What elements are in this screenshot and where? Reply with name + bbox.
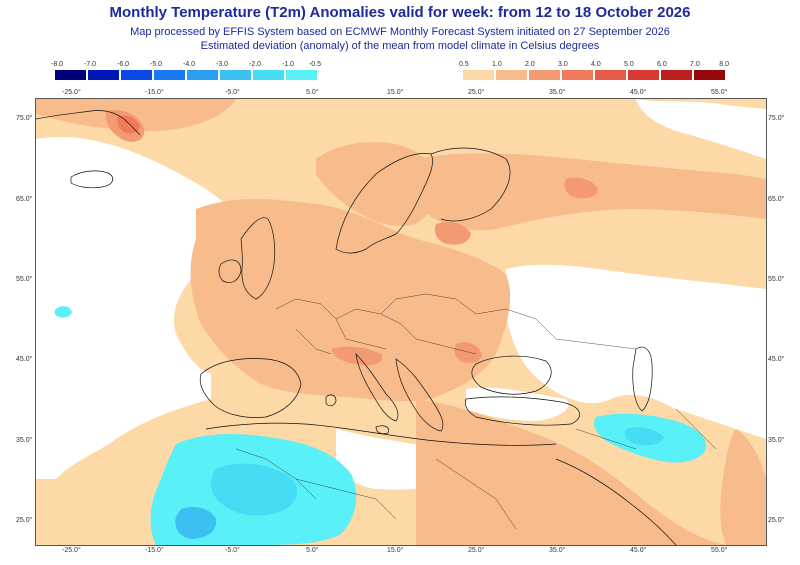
- legend-swatch: 6.0: [657, 61, 693, 81]
- longitude-label-top: -5.0°: [225, 89, 240, 96]
- legend-swatch: 7.0 8.0: [690, 61, 729, 81]
- longitude-label-bottom: 5.0°: [306, 547, 319, 554]
- legend-label: -4.0: [183, 61, 196, 68]
- legend-swatch: 1.0: [492, 61, 528, 81]
- legend-label: -5.0: [150, 61, 163, 68]
- latitude-label-right: 35.0°: [768, 437, 785, 444]
- legend-label: 1.0: [492, 61, 502, 68]
- anomaly-map: [35, 98, 767, 546]
- legend-swatch: -8.0: [51, 61, 87, 81]
- longitude-label-top: 55.0°: [711, 89, 728, 96]
- longitude-label-bottom: -25.0°: [62, 547, 81, 554]
- legend-label: -6.0: [117, 61, 130, 68]
- map-subtitle-source: Map processed by EFFIS System based on E…: [130, 26, 670, 38]
- latitude-label-left: 55.0°: [16, 276, 33, 283]
- latitude-label-right: 75.0°: [768, 115, 785, 122]
- cold-anomaly-middle-east: [594, 413, 707, 463]
- longitude-label-bottom: -15.0°: [145, 547, 164, 554]
- longitude-label-bottom: 15.0°: [387, 547, 404, 554]
- cold-anomaly-nw-africa: [150, 434, 357, 545]
- legend-label: -0.5: [308, 61, 321, 68]
- anomaly-map-canvas: [36, 99, 766, 545]
- legend-swatch: -5.0: [150, 61, 186, 81]
- latitude-label-left: 25.0°: [16, 517, 33, 524]
- longitude-label-top: 15.0°: [387, 89, 404, 96]
- legend-label: 4.0: [591, 61, 601, 68]
- longitude-label-top: 35.0°: [549, 89, 566, 96]
- longitude-label-bottom: 35.0°: [549, 547, 566, 554]
- cold-anomaly-atlantic: [54, 306, 72, 318]
- longitude-label-top: 45.0°: [630, 89, 647, 96]
- legend-cold-scale: -8.0 -7.0 -6.0 -5.0 -4.0 -3.0 -2.0 -1.0 -0.5: [51, 61, 321, 81]
- longitude-label-bottom: -5.0°: [225, 547, 240, 554]
- country-borders: [235, 293, 717, 530]
- coastlines: [36, 110, 677, 545]
- legend-swatch: 5.0: [624, 61, 660, 81]
- longitude-label-top: 5.0°: [306, 89, 319, 96]
- legend-label: -8.0: [51, 61, 64, 68]
- latitude-label-right: 65.0°: [768, 196, 785, 203]
- map-title: Monthly Temperature (T2m) Anomalies vali…: [109, 4, 691, 21]
- strong-warm-anomaly: [106, 110, 598, 366]
- legend-swatch: -1.0 -0.5: [282, 61, 321, 81]
- legend-label: -1.0: [282, 61, 295, 68]
- legend-swatch: 3.0: [558, 61, 594, 81]
- legend-warm-scale: 0.5 1.0 2.0 3.0 4.0 5.0 6.0 7.0 8.0: [459, 61, 729, 81]
- latitude-label-right: 55.0°: [768, 276, 785, 283]
- latitude-label-right: 25.0°: [768, 517, 785, 524]
- latitude-label-left: 45.0°: [16, 356, 33, 363]
- legend-swatch: -7.0: [84, 61, 120, 81]
- legend-label: -2.0: [249, 61, 262, 68]
- legend-swatch: 4.0: [591, 61, 627, 81]
- longitude-label-bottom: 55.0°: [711, 547, 728, 554]
- latitude-label-left: 75.0°: [16, 115, 33, 122]
- legend-label: 7.0: [690, 61, 700, 68]
- latitude-label-right: 45.0°: [768, 356, 785, 363]
- legend-label: 8.0: [719, 61, 729, 68]
- longitude-label-top: 25.0°: [468, 89, 485, 96]
- legend-swatch: 2.0: [525, 61, 561, 81]
- latitude-label-left: 35.0°: [16, 437, 33, 444]
- longitude-label-bottom: 25.0°: [468, 547, 485, 554]
- moderate-warm-anomaly: [36, 99, 766, 545]
- legend-label: 6.0: [657, 61, 667, 68]
- longitude-label-top: -15.0°: [145, 89, 164, 96]
- legend-swatch: -3.0: [216, 61, 252, 81]
- legend-label: 2.0: [525, 61, 535, 68]
- legend-label: -7.0: [84, 61, 97, 68]
- legend-swatch: -4.0: [183, 61, 219, 81]
- legend-swatch: 0.5: [459, 61, 495, 81]
- legend-label: 5.0: [624, 61, 634, 68]
- legend-label: 0.5: [459, 61, 469, 68]
- longitude-label-bottom: 45.0°: [630, 547, 647, 554]
- neutral-anomaly-areas: [36, 99, 766, 490]
- map-subtitle-units: Estimated deviation (anomaly) of the mea…: [200, 40, 600, 52]
- legend-swatch: -6.0: [117, 61, 153, 81]
- longitude-label-top: -25.0°: [62, 89, 81, 96]
- latitude-label-left: 65.0°: [16, 196, 33, 203]
- legend-label: -3.0: [216, 61, 229, 68]
- legend-label: 3.0: [558, 61, 568, 68]
- legend-swatch: -2.0: [249, 61, 285, 81]
